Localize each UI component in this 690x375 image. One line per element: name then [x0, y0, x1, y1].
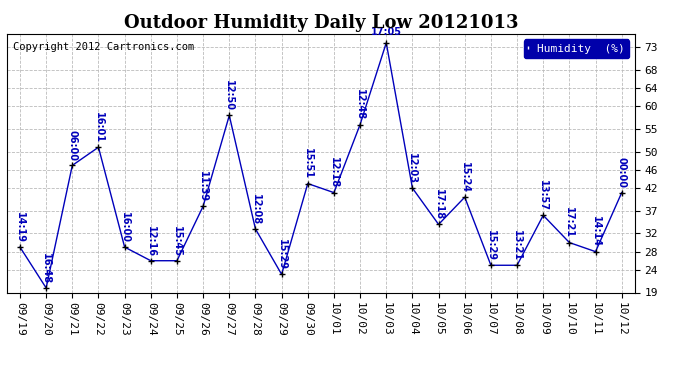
Text: 15:24: 15:24 — [460, 162, 470, 193]
Text: 12:50: 12:50 — [224, 80, 235, 111]
Text: 13:21: 13:21 — [512, 230, 522, 261]
Text: 17:18: 17:18 — [433, 189, 444, 220]
Text: 12:08: 12:08 — [250, 194, 260, 225]
Text: Copyright 2012 Cartronics.com: Copyright 2012 Cartronics.com — [13, 42, 195, 51]
Text: 16:48: 16:48 — [41, 253, 51, 284]
Text: 12:16: 12:16 — [146, 225, 156, 256]
Text: 14:19: 14:19 — [15, 212, 25, 243]
Text: 12:18: 12:18 — [329, 158, 339, 189]
Text: 13:57: 13:57 — [538, 180, 549, 211]
Text: 12:48: 12:48 — [355, 89, 365, 120]
Text: 16:00: 16:00 — [119, 212, 130, 243]
Text: 17:21: 17:21 — [564, 207, 574, 238]
Text: 15:29: 15:29 — [277, 239, 286, 270]
Title: Outdoor Humidity Daily Low 20121013: Outdoor Humidity Daily Low 20121013 — [124, 14, 518, 32]
Text: 17:05: 17:05 — [371, 27, 402, 37]
Text: 15:29: 15:29 — [486, 230, 496, 261]
Text: 16:01: 16:01 — [93, 112, 104, 143]
Text: 11:39: 11:39 — [198, 171, 208, 202]
Legend: Humidity  (%): Humidity (%) — [524, 39, 629, 58]
Text: 12:03: 12:03 — [407, 153, 417, 184]
Text: 15:45: 15:45 — [172, 225, 182, 256]
Text: 06:00: 06:00 — [68, 130, 77, 161]
Text: 00:00: 00:00 — [617, 158, 627, 189]
Text: 15:51: 15:51 — [303, 148, 313, 179]
Text: 14:14: 14:14 — [591, 216, 600, 248]
